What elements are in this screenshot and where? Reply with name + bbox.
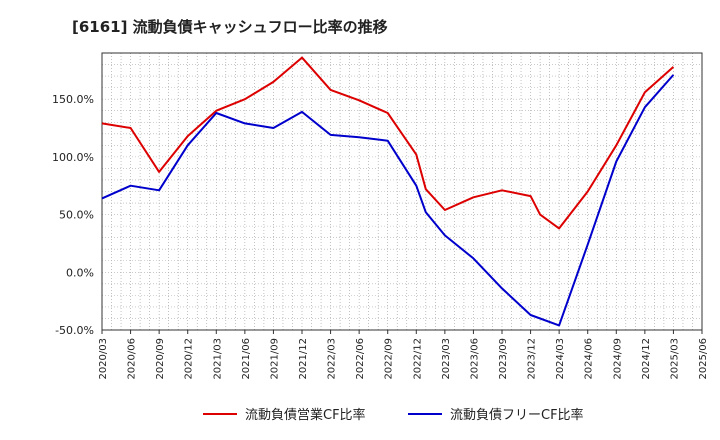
x-tick-label: 2022/03	[327, 338, 338, 380]
x-tick-label: 2021/06	[241, 338, 252, 380]
x-tick-label: 2022/12	[412, 338, 423, 380]
x-tick-label: 2024/09	[612, 338, 623, 380]
x-tick-label: 2024/12	[641, 338, 652, 380]
x-tick-label: 2021/09	[269, 338, 280, 380]
series-line-free-cf	[101, 74, 675, 327]
legend-swatch	[203, 412, 237, 415]
plot-frame	[101, 52, 703, 331]
y-tick-label: 50.0%	[59, 209, 94, 222]
series-line-operating-cf	[101, 56, 675, 230]
x-tick-label: 2024/03	[555, 338, 566, 380]
x-tick-label: 2020/06	[127, 338, 138, 380]
x-tick-label: 2023/03	[441, 338, 452, 380]
legend-item: 流動負債フリーCF比率	[408, 404, 584, 423]
y-tick-label: 100.0%	[52, 151, 94, 164]
x-tick-label: 2023/09	[498, 338, 509, 380]
x-axis-ticks: 2020/03 2020/06 2020/09 2020/12 2021/03 2021/…	[98, 330, 709, 380]
x-tick-label: 2021/03	[212, 338, 223, 380]
x-tick-label: 2025/06	[698, 338, 709, 380]
legend-label: 流動負債営業CF比率	[245, 408, 366, 423]
y-axis-ticks: -50.0% 0.0% 50.0% 100.0% 150.0%	[52, 93, 94, 337]
horizontal-grid	[102, 52, 702, 331]
legend-item: 流動負債営業CF比率	[203, 404, 366, 423]
x-tick-label: 2020/12	[184, 338, 195, 380]
x-tick-label: 2022/09	[384, 338, 395, 380]
y-tick-label: 0.0%	[66, 266, 94, 279]
chart-title: [6161] 流動負債キャッシュフロー比率の推移	[72, 18, 388, 36]
series-layer	[101, 56, 675, 327]
y-tick-label: 150.0%	[52, 93, 94, 106]
x-tick-label: 2023/12	[527, 338, 538, 380]
x-tick-label: 2025/03	[669, 338, 680, 380]
y-tick-label: -50.0%	[55, 324, 94, 337]
x-tick-label: 2023/06	[469, 338, 480, 380]
x-tick-label: 2020/03	[98, 338, 109, 380]
x-tick-label: 2024/06	[584, 338, 595, 380]
x-tick-label: 2022/06	[355, 338, 366, 380]
legend-label: 流動負債フリーCF比率	[450, 408, 584, 423]
x-tick-label: 2021/12	[298, 338, 309, 380]
x-tick-label: 2020/09	[155, 338, 166, 380]
legend-swatch	[408, 412, 442, 415]
